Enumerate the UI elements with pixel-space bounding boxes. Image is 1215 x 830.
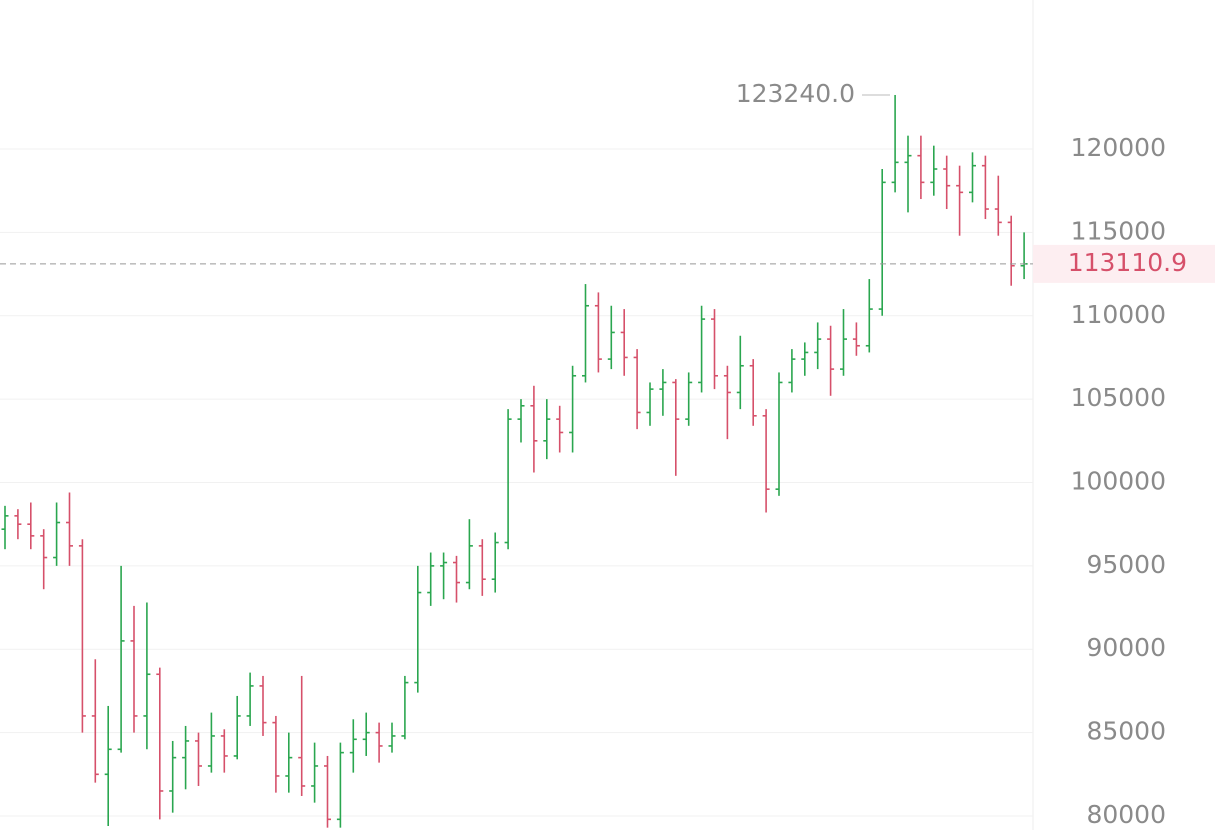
y-tick-label: 90000 [1086,633,1166,662]
y-tick-label: 80000 [1086,800,1166,829]
last-price-box [1033,244,1215,283]
annotation-label: 123240.0 [736,79,855,108]
y-tick-label: 120000 [1071,133,1166,162]
y-tick-label: 110000 [1071,300,1166,329]
y-tick-label: 105000 [1071,383,1166,412]
y-tick-label: 100000 [1071,466,1166,495]
y-tick-label: 95000 [1086,550,1166,579]
y-tick-label: 85000 [1086,717,1166,746]
last-price-label: 113110.9 [1068,248,1187,277]
y-tick-label: 115000 [1071,216,1166,245]
